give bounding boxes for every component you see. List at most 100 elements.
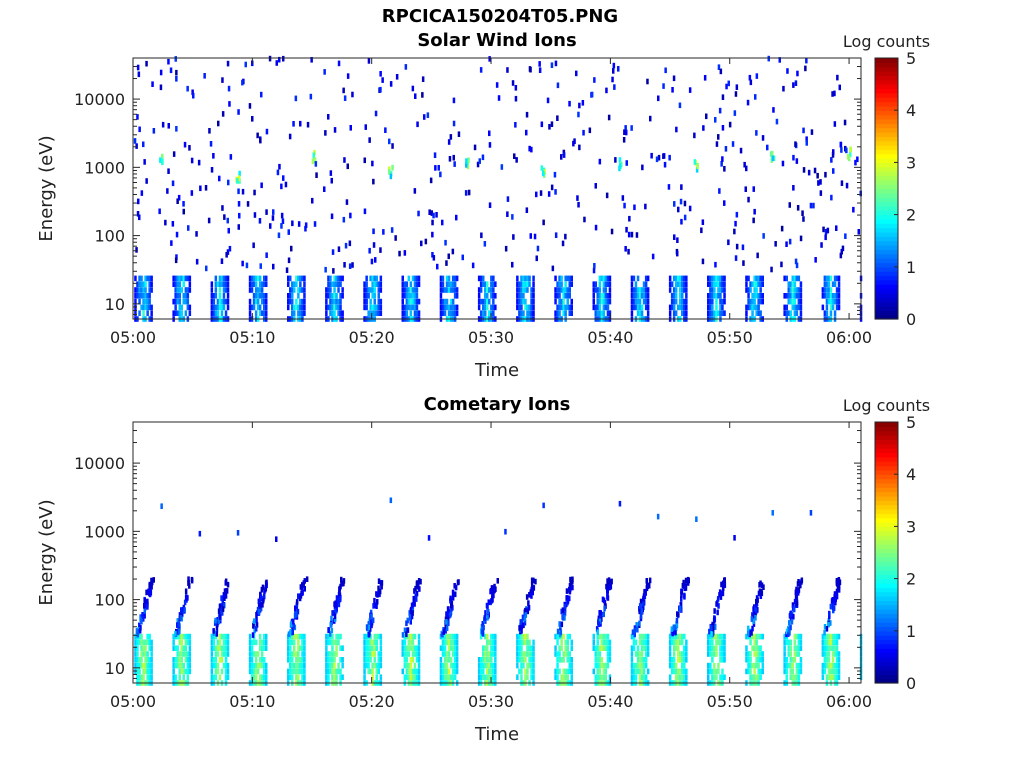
data-cell (783, 662, 786, 669)
data-cell (840, 180, 844, 186)
data-cell (642, 657, 646, 663)
data-cell (172, 662, 175, 669)
data-cell (409, 674, 413, 680)
data-cell (408, 610, 411, 616)
data-cell (719, 68, 723, 75)
data-cell (568, 583, 572, 589)
data-cell (794, 258, 798, 265)
spectrogram-panel-1: 05:00 05:10 05:20 05:30 05:40 05:50 06:0010100… (36, 396, 930, 745)
data-cell (755, 275, 758, 282)
data-cell (566, 657, 569, 663)
data-cell (139, 625, 142, 631)
data-cell (670, 657, 674, 663)
data-cell (707, 281, 710, 287)
data-cell (554, 275, 557, 282)
data-cell (152, 577, 155, 583)
data-cell (596, 633, 599, 640)
data-cell (369, 639, 372, 646)
data-cell (252, 275, 256, 282)
data-cell (649, 115, 652, 122)
data-cell (604, 668, 608, 675)
data-cell (715, 275, 718, 282)
data-cell (180, 657, 183, 663)
data-cell (401, 275, 404, 282)
colorbar-swatch (875, 110, 898, 116)
data-cell (597, 615, 601, 622)
data-cell (755, 73, 759, 79)
data-cell (377, 310, 380, 316)
data-cell (709, 668, 712, 675)
data-cell (333, 298, 336, 305)
data-cell (618, 163, 622, 169)
data-cell (685, 668, 688, 675)
data-cell (337, 298, 340, 305)
data-cell (723, 645, 726, 651)
data-cell (369, 645, 372, 651)
data-cell (346, 163, 349, 170)
data-cell (254, 657, 258, 663)
data-cell (260, 674, 264, 680)
data-cell (484, 662, 487, 669)
data-cell (491, 585, 494, 592)
data-cell (439, 668, 443, 675)
data-cell (292, 121, 295, 127)
data-cell (717, 281, 720, 287)
data-cell (680, 588, 683, 595)
data-cell (409, 607, 413, 614)
data-cell (594, 183, 597, 189)
data-cell (514, 95, 518, 102)
data-cell (303, 310, 306, 316)
data-cell (144, 281, 147, 287)
data-cell (558, 310, 561, 316)
data-cell (490, 657, 493, 663)
data-cell (441, 219, 444, 226)
data-cell (146, 674, 149, 680)
data-cell (753, 287, 756, 293)
data-cell (681, 668, 684, 675)
data-cell (564, 310, 567, 316)
data-cell (598, 275, 602, 282)
data-cell (490, 275, 493, 282)
data-cell (753, 304, 756, 311)
data-cell (479, 281, 483, 287)
data-cell (554, 310, 557, 316)
data-cell (252, 639, 256, 646)
data-cell (484, 304, 487, 311)
data-cell (783, 657, 786, 663)
data-cell (683, 281, 686, 287)
data-cell (610, 578, 613, 585)
data-cell (224, 593, 228, 599)
data-cell (329, 631, 332, 637)
data-cell (518, 625, 521, 631)
data-cell (518, 668, 521, 675)
data-cell (785, 275, 788, 282)
data-cell (297, 645, 300, 651)
x-tick-label: 05:20 (349, 692, 395, 711)
data-cell (445, 674, 449, 680)
data-cell (792, 185, 795, 191)
data-cell (638, 662, 642, 669)
data-cell (327, 114, 330, 120)
data-cell (260, 662, 264, 669)
data-cell (721, 156, 724, 162)
data-cell (672, 287, 676, 293)
data-cell (325, 662, 328, 669)
data-cell (560, 608, 563, 615)
data-cell (287, 651, 290, 657)
data-cell (140, 633, 143, 640)
data-cell (443, 639, 447, 646)
data-cell (674, 310, 678, 316)
data-cell (799, 235, 803, 242)
data-cell (783, 310, 786, 316)
data-cell (668, 633, 672, 640)
data-cell (488, 639, 491, 646)
data-cell (145, 60, 148, 67)
data-cell (289, 668, 292, 675)
data-cell (681, 651, 684, 657)
data-cell (287, 298, 290, 305)
data-cell (634, 298, 638, 305)
data-cell (524, 281, 527, 287)
data-cell (210, 651, 214, 657)
data-cell (679, 674, 682, 680)
data-cell (258, 633, 262, 640)
